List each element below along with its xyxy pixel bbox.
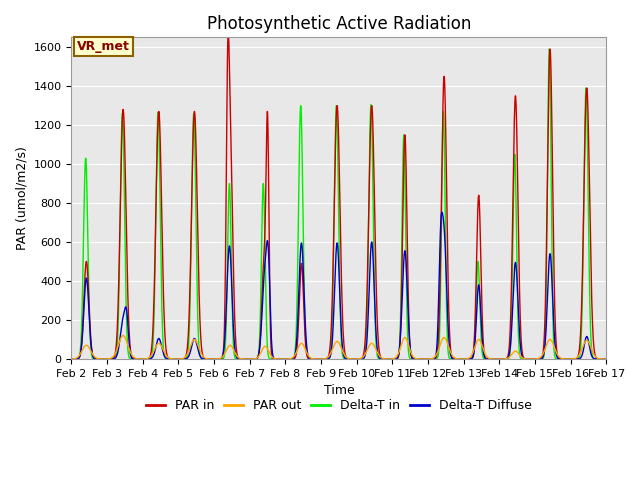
PAR out bbox=[535, 356, 543, 361]
Delta-T in bbox=[420, 356, 428, 362]
PAR out bbox=[602, 356, 610, 362]
X-axis label: Time: Time bbox=[323, 384, 355, 397]
PAR out bbox=[68, 356, 76, 362]
PAR out bbox=[495, 356, 502, 362]
PAR out bbox=[119, 333, 127, 338]
Delta-T in bbox=[129, 356, 136, 362]
PAR in bbox=[129, 355, 136, 360]
Delta-T in bbox=[545, 46, 553, 52]
Delta-T Diffuse bbox=[592, 356, 600, 362]
Text: VR_met: VR_met bbox=[77, 40, 130, 53]
Line: PAR in: PAR in bbox=[72, 32, 606, 359]
Delta-T Diffuse bbox=[129, 356, 136, 361]
Delta-T Diffuse bbox=[438, 209, 445, 215]
PAR in bbox=[296, 278, 304, 284]
Delta-T Diffuse bbox=[534, 356, 542, 362]
Delta-T Diffuse bbox=[273, 356, 280, 362]
PAR out bbox=[296, 342, 304, 348]
Delta-T in bbox=[296, 129, 303, 134]
PAR in bbox=[279, 356, 287, 362]
Delta-T in bbox=[161, 352, 168, 358]
Delta-T Diffuse bbox=[161, 353, 168, 359]
Delta-T Diffuse bbox=[602, 356, 610, 362]
Delta-T in bbox=[68, 356, 76, 362]
PAR in bbox=[593, 355, 600, 360]
Delta-T in bbox=[273, 356, 280, 362]
PAR in bbox=[68, 356, 76, 362]
Y-axis label: PAR (umol/m2/s): PAR (umol/m2/s) bbox=[15, 146, 28, 250]
Delta-T Diffuse bbox=[68, 356, 76, 362]
Title: Photosynthetic Active Radiation: Photosynthetic Active Radiation bbox=[207, 15, 471, 33]
PAR out bbox=[593, 354, 600, 360]
Delta-T in bbox=[534, 356, 542, 362]
Legend: PAR in, PAR out, Delta-T in, Delta-T Diffuse: PAR in, PAR out, Delta-T in, Delta-T Dif… bbox=[141, 394, 537, 417]
PAR in bbox=[535, 356, 543, 362]
PAR in bbox=[225, 29, 232, 35]
PAR in bbox=[602, 356, 610, 362]
PAR in bbox=[161, 314, 168, 320]
Line: Delta-T in: Delta-T in bbox=[72, 49, 606, 359]
PAR in bbox=[273, 356, 280, 362]
PAR out bbox=[129, 353, 136, 359]
Delta-T Diffuse bbox=[296, 264, 303, 270]
Delta-T in bbox=[602, 356, 610, 362]
PAR out bbox=[161, 349, 168, 355]
Line: PAR out: PAR out bbox=[72, 336, 606, 359]
Delta-T in bbox=[593, 356, 600, 362]
PAR out bbox=[273, 356, 280, 362]
Line: Delta-T Diffuse: Delta-T Diffuse bbox=[72, 212, 606, 359]
